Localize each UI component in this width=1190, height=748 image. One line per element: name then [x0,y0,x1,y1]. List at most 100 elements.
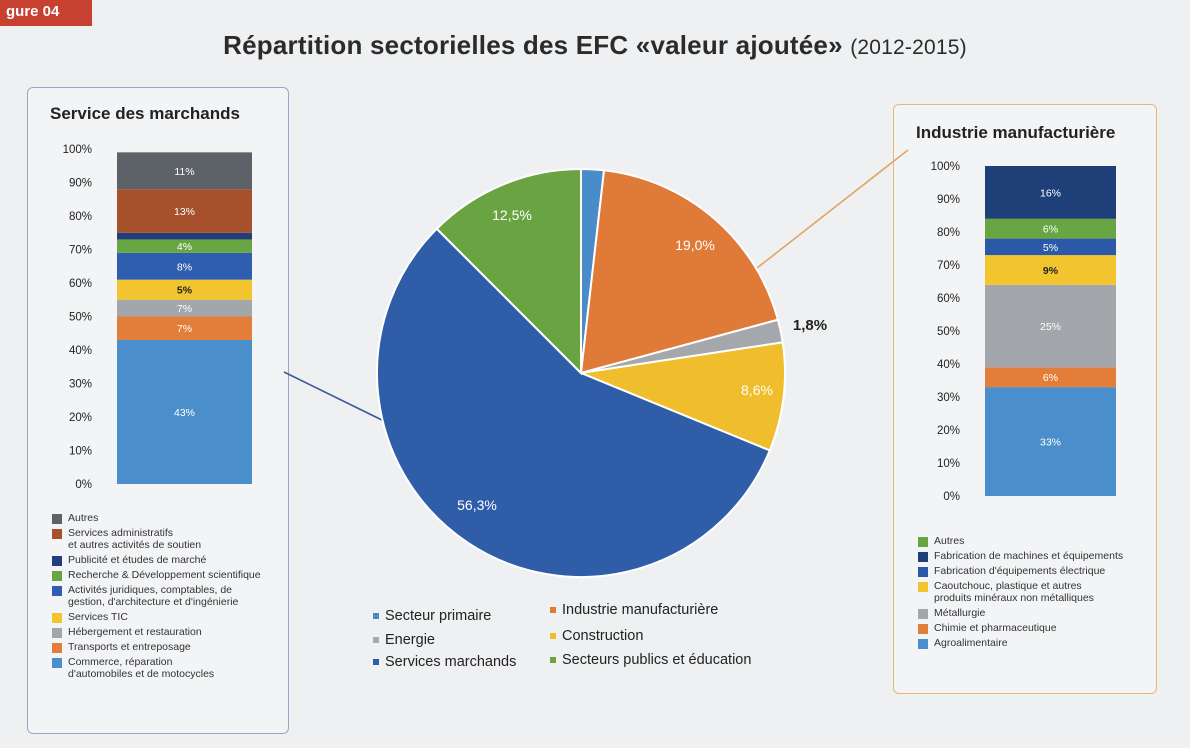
legend-swatch [918,537,928,547]
pie-legend-label: Energie [385,632,435,648]
pie-legend-swatch [373,659,379,666]
pie-legend-label: Services marchands [385,654,517,670]
pie-legend-swatch [550,607,556,614]
y-tick-label: 100% [931,161,960,173]
y-tick-label: 100% [63,144,92,156]
legend-item: Métallurgie [918,607,1154,619]
bar-segment-label: 25% [1040,321,1061,333]
bar-segment-label: 6% [1043,224,1058,236]
legend-label: Publicité et études de marché [68,554,207,566]
chart-title: Répartition sectorielles des EFC «valeur… [0,30,1190,61]
legend-item: Autres [918,535,1154,547]
bar-segment [985,238,1116,256]
y-tick-label: 50% [69,312,92,324]
legend-label: Agroalimentaire [934,637,1008,649]
legend-item: Transports et entreposage [52,641,284,653]
pie-legend-label: Industrie manufacturière [562,602,719,618]
legend-swatch [52,571,62,581]
pie-legend-item: Energie [373,632,435,648]
y-tick-label: 0% [75,479,92,491]
legend-item: Autres [52,512,284,524]
bar-segment [117,252,252,280]
bar-segment [985,218,1116,239]
pie-legend-label: Secteur primaire [385,608,492,624]
pie-slice-label: 19,0% [675,237,715,253]
bar-segment-label: 11% [174,166,194,178]
pie-slice [376,227,772,578]
y-tick-label: 70% [937,260,960,272]
y-tick-label: 30% [937,392,960,404]
legend-label: Transports et entreposage [68,641,191,653]
legend-swatch [918,624,928,634]
legend-swatch [918,552,928,562]
left-stacked-bar: 0% 10% 20% 30% 40% 50% 60% 70% 80% 90% 100% 43% 7% 7%… [63,144,252,491]
legend-swatch [52,643,62,653]
legend-item: Fabrication d'équipements électrique [918,565,1154,577]
legend-label: Recherche & Développement scientifique [68,569,261,581]
legend-label: Métallurgie [934,607,986,619]
bar-segment-label: 9% [1043,265,1059,277]
pie-legend-label: Construction [562,628,644,644]
pie-legend-item: Secteur primaire [373,608,491,624]
y-tick-label: 30% [69,379,92,391]
legend-swatch [52,529,62,539]
pie-legend-label: Secteurs publics et éducation [562,652,752,668]
legend-label: Services TIC [68,611,128,623]
y-tick-label: 0% [943,491,960,503]
pie-legend-item: Industrie manufacturière [550,602,718,618]
y-tick-label: 20% [69,412,92,424]
right-legend: Autres Fabrication de machines et équipem… [918,535,1154,652]
bar-segment-label: 33% [1040,437,1061,449]
chart-subtitle: (2012-2015) [850,36,967,59]
bar-segment-label: 8% [177,261,192,273]
bar-segment [985,284,1116,368]
connector-lines [283,149,909,425]
connector-left [283,371,391,425]
legend-item: Activités juridiques, comptables, de ges… [52,584,284,608]
legend-label: Commerce, réparation d'automobiles et de… [68,656,215,680]
bar-segment-label: 16% [1040,187,1061,199]
bar-segment [985,367,1116,388]
legend-item: Services administratifs et autres activi… [52,527,284,551]
legend-swatch [52,586,62,596]
bar-segment [117,316,252,340]
legend-swatch [52,556,62,566]
figure-tag: gure 04 [0,0,92,26]
legend-label: Chimie et pharmaceutique [934,622,1057,634]
connector-right [756,149,909,269]
y-tick-label: 10% [69,446,92,458]
bar-segment-label: 4% [177,241,192,253]
bar-segment-label: 13% [174,206,195,218]
bar-segment [117,299,252,317]
legend-label: Fabrication de machines et équipements [934,550,1124,562]
bar-segment [985,166,1116,219]
legend-label: Autres [934,535,965,547]
bar-segment [117,189,252,233]
legend-swatch [918,639,928,649]
bar-segment-label: 6% [1043,372,1058,384]
bar-segment [117,279,252,300]
y-tick-label: 80% [937,227,960,239]
left-legend: Autres Services administratifs et autres … [52,512,284,683]
legend-item: Caoutchouc, plastique et autres produits… [918,580,1154,604]
y-tick-label: 60% [69,278,92,290]
pie-slice [435,167,582,376]
pie-legend-swatch [373,613,379,620]
legend-swatch [52,628,62,638]
legend-swatch [918,567,928,577]
legend-item: Services TIC [52,611,284,623]
legend-item: Publicité et études de marché [52,554,284,566]
pie-legend-swatch [373,637,379,644]
pie-slice [577,341,786,452]
y-tick-label: 80% [69,211,92,223]
pie-chart: 19,0% 1,8% 8,6% 56,3% 12,5% [376,167,827,578]
y-tick-label: 70% [69,245,92,257]
legend-swatch [918,582,928,592]
pie-legend-item: Secteurs publics et éducation [550,652,751,668]
legend-label: Caoutchouc, plastique et autres produits… [934,580,1094,604]
bar-segment [117,339,252,484]
y-tick-label: 40% [937,359,960,371]
pie-legend-item: Construction [550,628,643,644]
legend-item: Commerce, réparation d'automobiles et de… [52,656,284,680]
bar-segment [985,255,1116,285]
